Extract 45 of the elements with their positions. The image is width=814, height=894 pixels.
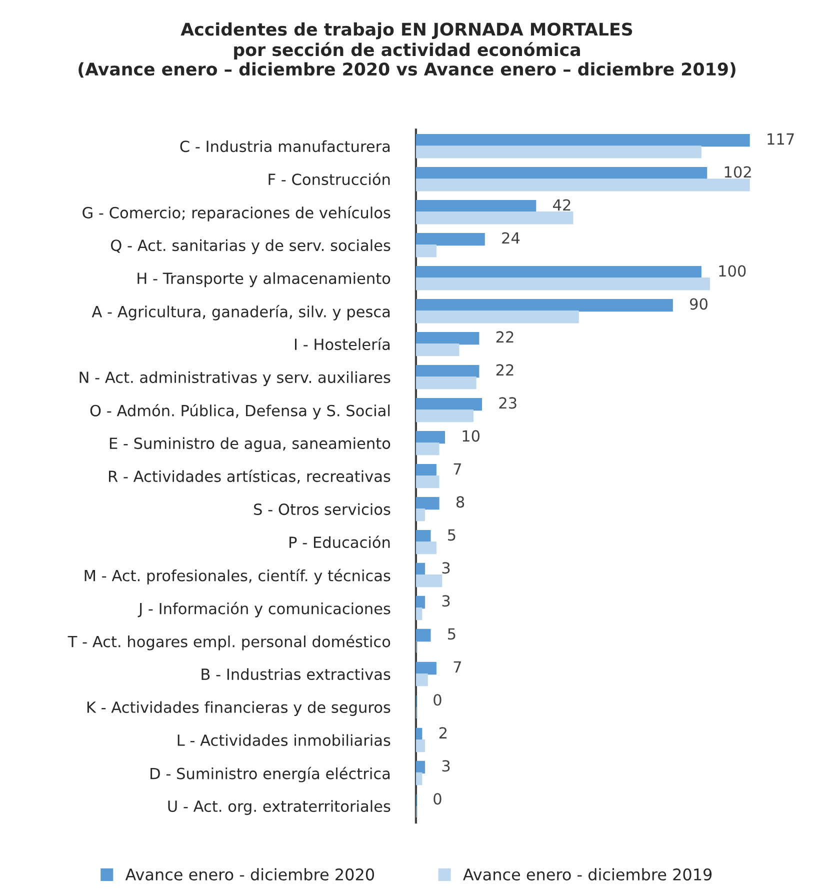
y-tick-label: L - Actividades inmobiliarias xyxy=(178,734,390,746)
data-label: 7 xyxy=(454,661,461,672)
data-label: 10 xyxy=(462,430,480,442)
y-tick-label: S - Otros servicios xyxy=(254,503,390,516)
data-label: 90 xyxy=(690,298,708,310)
y-tick-label: F - Construcción xyxy=(268,172,390,186)
legend-label: Avance enero - diciembre 2020 xyxy=(125,868,374,881)
y-tick-label: I - Hostelería xyxy=(295,338,390,350)
y-tick-label: P - Educación xyxy=(290,536,390,548)
data-label: 0 xyxy=(434,694,442,706)
data-label: 23 xyxy=(499,397,516,409)
data-label: 117 xyxy=(768,133,794,145)
chart-title: Accidentes de trabajo EN JORNADA MORTALES por sección de actividad económica (Avance enero – diciembre 2020 vs Avance enero – diciembre 2019) xyxy=(78,22,736,78)
data-label: 102 xyxy=(724,166,751,178)
y-tick-label: R - Actividades artísticas, recreativas xyxy=(109,470,390,484)
y-tick-label: G - Comercio; reparaciones de vehículos xyxy=(82,206,390,222)
y-tick-label: J - Información y comunicaciones xyxy=(138,602,390,618)
y-tick-label: T - Act. hogares empl. personal doméstico xyxy=(68,634,390,650)
data-label: 22 xyxy=(496,331,514,343)
y-tick-label: A - Agricultura, ganadería, silv. y pesca xyxy=(92,304,390,320)
y-tick-label: M - Act. profesionales, científ. y técnicas xyxy=(84,568,390,584)
data-label: 22 xyxy=(496,364,514,376)
y-tick-label: B - Industrias extractivas xyxy=(202,668,390,680)
y-tick-label: C - Industria manufacturera xyxy=(180,140,390,152)
data-label: 3 xyxy=(442,760,450,772)
data-label: 100 xyxy=(719,265,746,277)
y-tick-label: O - Admón. Pública, Defensa y S. Social xyxy=(90,404,390,420)
data-label: 42 xyxy=(553,199,570,211)
data-label: 2 xyxy=(439,727,447,738)
data-label: 5 xyxy=(448,529,456,541)
data-label: 3 xyxy=(442,595,450,607)
y-tick-label: E - Suministro de agua, saneamiento xyxy=(110,437,390,452)
y-tick-label: K - Actividades financieras y de seguros xyxy=(87,701,390,716)
data-label: 3 xyxy=(442,562,450,574)
data-label: 24 xyxy=(502,232,520,244)
data-label: 7 xyxy=(454,463,461,474)
y-tick-label: U - Act. org. extraterritoriales xyxy=(168,800,390,815)
legend-label: Avance enero - diciembre 2019 xyxy=(463,868,712,881)
y-tick-label: H - Transporte y almacenamiento xyxy=(138,272,390,288)
data-label: 0 xyxy=(434,793,442,805)
data-label: 8 xyxy=(456,496,464,508)
y-tick-label: Q - Act. sanitarias y de serv. sociales xyxy=(110,239,390,254)
y-tick-label: N - Act. administrativas y serv. auxiliares xyxy=(80,371,390,386)
y-tick-label: D - Suministro energía eléctrica xyxy=(150,766,390,782)
data-label: 5 xyxy=(448,628,456,640)
